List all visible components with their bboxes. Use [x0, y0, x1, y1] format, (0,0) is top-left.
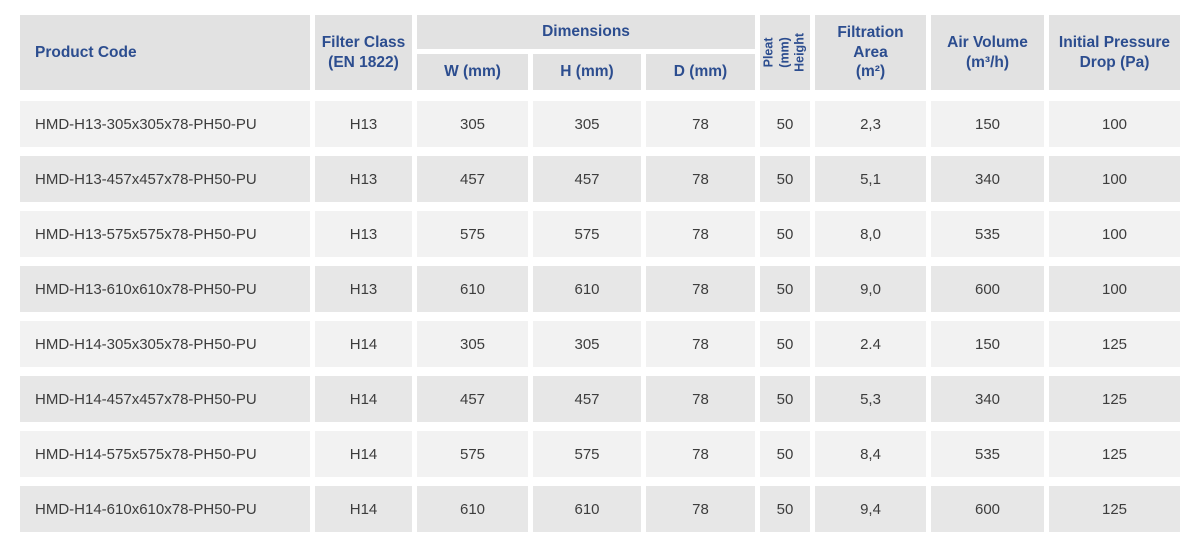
cell-depth: 78 — [646, 376, 755, 422]
cell-air-volume: 150 — [931, 101, 1044, 147]
col-header-air-volume: Air Volume (m³/h) — [931, 15, 1044, 90]
cell-depth: 78 — [646, 211, 755, 257]
cell-height: 305 — [533, 101, 641, 147]
cell-filtration-area: 5,3 — [815, 376, 926, 422]
cell-pressure-drop: 100 — [1049, 266, 1180, 312]
table-row: HMD-H14-305x305x78-PH50-PU H14 305 305 7… — [20, 321, 1180, 367]
cell-width: 457 — [417, 156, 528, 202]
cell-pressure-drop: 125 — [1049, 321, 1180, 367]
cell-product-code: HMD-H14-305x305x78-PH50-PU — [20, 321, 310, 367]
cell-product-code: HMD-H14-575x575x78-PH50-PU — [20, 431, 310, 477]
col-header-width: W (mm) — [417, 54, 528, 90]
cell-pleat-height: 50 — [760, 321, 810, 367]
col-header-height: H (mm) — [533, 54, 641, 90]
cell-filter-class: H14 — [315, 376, 412, 422]
cell-air-volume: 600 — [931, 486, 1044, 532]
cell-pleat-height: 50 — [760, 266, 810, 312]
cell-air-volume: 150 — [931, 321, 1044, 367]
table-row: HMD-H14-457x457x78-PH50-PU H14 457 457 7… — [20, 376, 1180, 422]
cell-pressure-drop: 125 — [1049, 486, 1180, 532]
cell-product-code: HMD-H14-457x457x78-PH50-PU — [20, 376, 310, 422]
table-row: HMD-H13-610x610x78-PH50-PU H13 610 610 7… — [20, 266, 1180, 312]
cell-filtration-area: 2.4 — [815, 321, 926, 367]
cell-width: 610 — [417, 486, 528, 532]
col-header-depth: D (mm) — [646, 54, 755, 90]
cell-air-volume: 535 — [931, 431, 1044, 477]
cell-air-volume: 340 — [931, 156, 1044, 202]
col-header-filtration-area: Filtration Area (m²) — [815, 15, 926, 90]
table-row: HMD-H13-305x305x78-PH50-PU H13 305 305 7… — [20, 101, 1180, 147]
cell-filter-class: H13 — [315, 156, 412, 202]
table-header: Product Code Filter Class (EN 1822) Dime… — [20, 15, 1180, 90]
table-body: HMD-H13-305x305x78-PH50-PU H13 305 305 7… — [20, 101, 1180, 532]
cell-pleat-height: 50 — [760, 376, 810, 422]
cell-depth: 78 — [646, 321, 755, 367]
col-header-product-code: Product Code — [20, 15, 310, 90]
cell-pressure-drop: 125 — [1049, 376, 1180, 422]
cell-filter-class: H13 — [315, 211, 412, 257]
cell-pressure-drop: 100 — [1049, 101, 1180, 147]
cell-filter-class: H14 — [315, 431, 412, 477]
cell-filtration-area: 9,0 — [815, 266, 926, 312]
cell-pressure-drop: 100 — [1049, 156, 1180, 202]
cell-height: 457 — [533, 376, 641, 422]
cell-depth: 78 — [646, 266, 755, 312]
cell-height: 610 — [533, 266, 641, 312]
cell-width: 305 — [417, 101, 528, 147]
table-row: HMD-H14-610x610x78-PH50-PU H14 610 610 7… — [20, 486, 1180, 532]
col-header-filter-class: Filter Class (EN 1822) — [315, 15, 412, 90]
cell-depth: 78 — [646, 486, 755, 532]
table-row: HMD-H14-575x575x78-PH50-PU H14 575 575 7… — [20, 431, 1180, 477]
cell-product-code: HMD-H13-575x575x78-PH50-PU — [20, 211, 310, 257]
cell-width: 575 — [417, 431, 528, 477]
cell-air-volume: 340 — [931, 376, 1044, 422]
cell-filtration-area: 5,1 — [815, 156, 926, 202]
cell-air-volume: 535 — [931, 211, 1044, 257]
cell-product-code: HMD-H13-305x305x78-PH50-PU — [20, 101, 310, 147]
col-header-pleat-height: Pleat (mm) Height — [760, 15, 810, 90]
cell-depth: 78 — [646, 156, 755, 202]
cell-width: 305 — [417, 321, 528, 367]
cell-pressure-drop: 125 — [1049, 431, 1180, 477]
cell-pleat-height: 50 — [760, 156, 810, 202]
cell-filtration-area: 2,3 — [815, 101, 926, 147]
col-header-dimensions-group: Dimensions — [417, 15, 755, 49]
col-header-initial-pressure-drop: Initial Pressure Drop (Pa) — [1049, 15, 1180, 90]
cell-filtration-area: 9,4 — [815, 486, 926, 532]
cell-pleat-height: 50 — [760, 211, 810, 257]
cell-width: 575 — [417, 211, 528, 257]
cell-depth: 78 — [646, 101, 755, 147]
cell-height: 457 — [533, 156, 641, 202]
cell-filter-class: H14 — [315, 321, 412, 367]
table-row: HMD-H13-575x575x78-PH50-PU H13 575 575 7… — [20, 211, 1180, 257]
table-row: HMD-H13-457x457x78-PH50-PU H13 457 457 7… — [20, 156, 1180, 202]
cell-product-code: HMD-H14-610x610x78-PH50-PU — [20, 486, 310, 532]
cell-pleat-height: 50 — [760, 486, 810, 532]
cell-height: 575 — [533, 211, 641, 257]
filter-spec-table: Product Code Filter Class (EN 1822) Dime… — [20, 15, 1180, 541]
cell-height: 305 — [533, 321, 641, 367]
cell-width: 457 — [417, 376, 528, 422]
cell-height: 575 — [533, 431, 641, 477]
cell-filter-class: H13 — [315, 101, 412, 147]
cell-height: 610 — [533, 486, 641, 532]
cell-air-volume: 600 — [931, 266, 1044, 312]
cell-product-code: HMD-H13-457x457x78-PH50-PU — [20, 156, 310, 202]
cell-filter-class: H13 — [315, 266, 412, 312]
cell-filtration-area: 8,4 — [815, 431, 926, 477]
cell-depth: 78 — [646, 431, 755, 477]
cell-pleat-height: 50 — [760, 101, 810, 147]
cell-filter-class: H14 — [315, 486, 412, 532]
cell-pleat-height: 50 — [760, 431, 810, 477]
cell-filtration-area: 8,0 — [815, 211, 926, 257]
cell-width: 610 — [417, 266, 528, 312]
pleat-height-rotated-label: Pleat (mm) Height — [761, 33, 807, 72]
cell-product-code: HMD-H13-610x610x78-PH50-PU — [20, 266, 310, 312]
cell-pressure-drop: 100 — [1049, 211, 1180, 257]
